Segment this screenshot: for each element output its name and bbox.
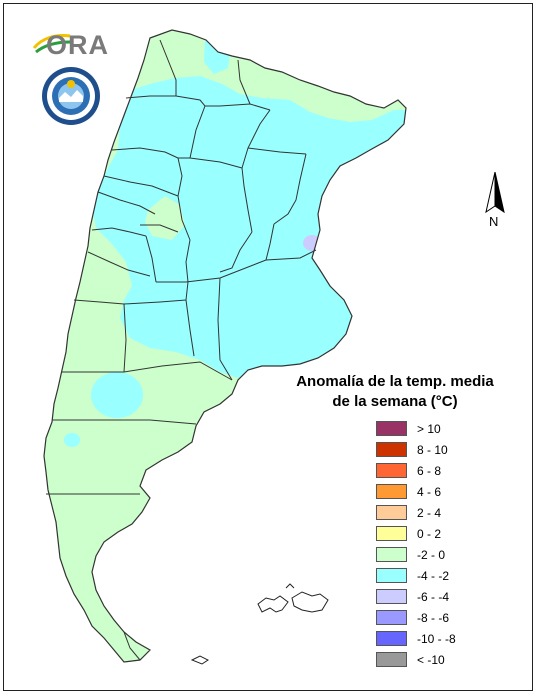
neutral-patch-center-west: [145, 196, 185, 240]
province-borders: [43, 29, 407, 663]
legend-item: 6 - 8: [376, 460, 456, 481]
legend-label: 4 - 6: [417, 484, 442, 499]
legend-item: 2 - 4: [376, 502, 456, 523]
legend-title-line1: Anomalía de la temp. media: [296, 373, 494, 390]
legend-label: -4 - -2: [417, 568, 450, 583]
legend-label: 8 - 10: [417, 442, 448, 457]
legend-item: > 10: [376, 418, 456, 439]
legend-label: 6 - 8: [417, 463, 442, 478]
legend-swatch: [376, 589, 407, 604]
legend-swatch: [376, 547, 407, 562]
legend-swatch: [376, 505, 407, 520]
ora-logo-text: ORA: [46, 30, 109, 60]
legend-item: -4 - -2: [376, 565, 456, 586]
legend-item: 4 - 6: [376, 481, 456, 502]
smn-logo: [41, 66, 101, 126]
legend-label: < -10: [417, 652, 445, 667]
ora-swoosh-icon: [32, 34, 71, 54]
legend-item: -10 - -8: [376, 628, 456, 649]
legend-label: -8 - -6: [417, 610, 450, 625]
legend-label: -10 - -8: [417, 631, 456, 646]
legend: > 10 8 - 10 6 - 8 4 - 6 2 - 4 0 - 2 -2 - 0 -4 -…: [376, 418, 456, 670]
legend-swatch: [376, 652, 407, 667]
north-label: N: [489, 214, 499, 229]
legend-item: 0 - 2: [376, 523, 456, 544]
legend-swatch: [376, 568, 407, 583]
legend-item: -6 - -4: [376, 586, 456, 607]
legend-label: -6 - -4: [417, 589, 450, 604]
anomaly-patch-patagonia: [91, 372, 143, 418]
legend-swatch: [376, 442, 407, 457]
legend-swatch: [376, 421, 407, 436]
legend-swatch: [376, 610, 407, 625]
tierra-del-fuego-islands: [190, 655, 209, 665]
legend-label: 2 - 4: [417, 505, 442, 520]
north-arrow-icon: [485, 172, 505, 214]
legend-swatch: [376, 526, 407, 541]
legend-swatch: [376, 484, 407, 499]
legend-item: < -10: [376, 649, 456, 670]
legend-label: 0 - 2: [417, 526, 442, 541]
legend-swatch: [376, 463, 407, 478]
legend-title-line2: de la semana (°C): [332, 393, 458, 410]
falkland-islands: [257, 583, 329, 613]
legend-item: -2 - 0: [376, 544, 456, 565]
legend-label: > 10: [417, 421, 441, 436]
anomaly-patch-south: [64, 433, 80, 447]
legend-swatch: [376, 631, 407, 646]
legend-label: -2 - 0: [417, 547, 446, 562]
legend-item: -8 - -6: [376, 607, 456, 628]
ora-logo: ORA: [32, 26, 108, 62]
legend-item: 8 - 10: [376, 439, 456, 460]
legend-title: Anomalía de la temp. media de la semana …: [292, 372, 498, 412]
weather-service-seal-icon: [42, 67, 100, 125]
